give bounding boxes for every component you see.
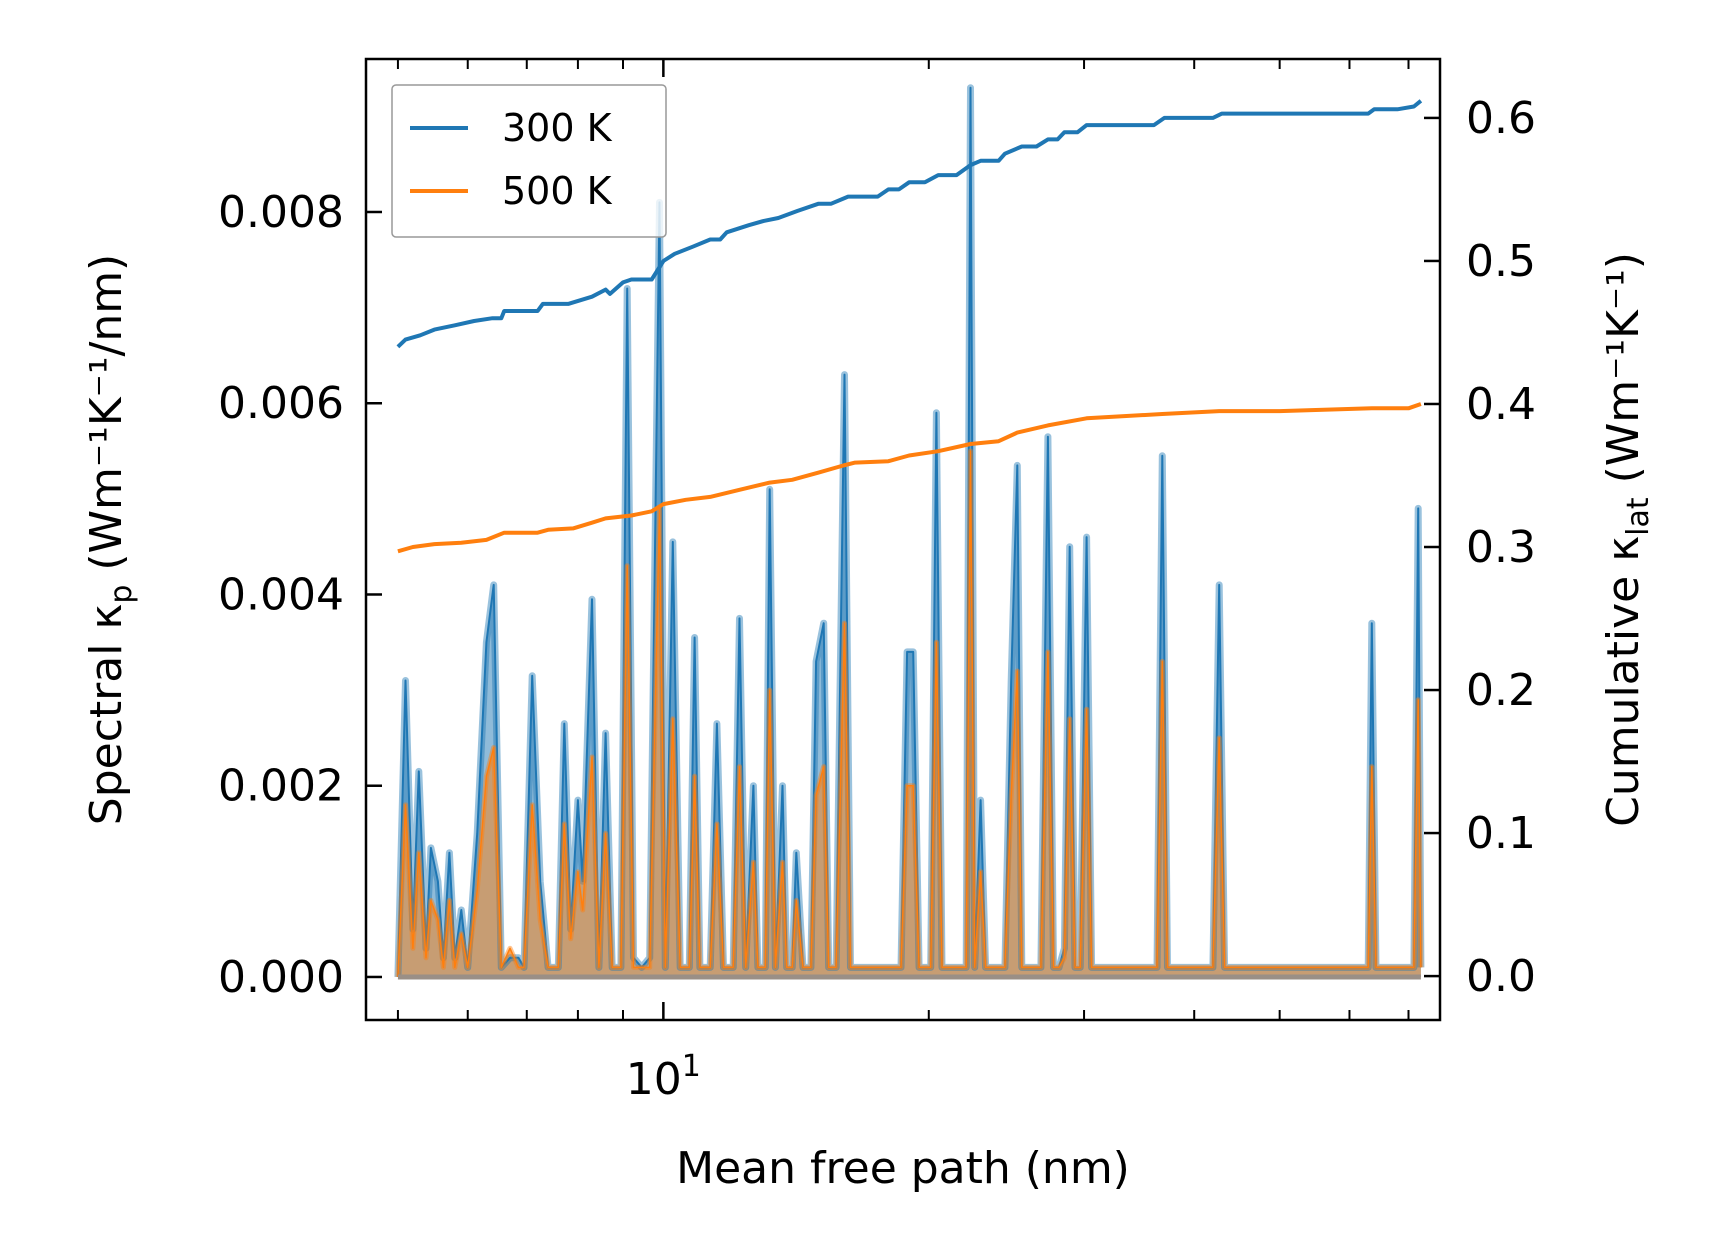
plot-area [394,84,1425,980]
x-tick-label-base: 10 [626,1054,682,1105]
x-axis-title: Mean free path (nm) [676,1143,1130,1194]
left-y-axis-title: Spectral κp (Wm⁻¹K⁻¹/nm) [81,254,139,825]
left-y-tick-label: 0.006 [218,378,344,429]
right-y-tick-label: 0.3 [1466,522,1536,573]
right-y-tick-label: 0.5 [1466,236,1536,287]
legend-box [391,84,667,238]
spectral-line-500k [397,450,1422,978]
x-tick-label: 101 [626,1049,701,1105]
left-y-tick-label: 0.008 [218,187,344,238]
left-y-title-suffix: (Wm⁻¹K⁻¹/nm) [81,254,132,585]
cumulative-line-group [396,99,1423,554]
cumulative-line-500k [397,402,1422,554]
legend-label-500k: 500 K [502,169,613,213]
spectral-line-group [394,84,1425,980]
legend: 300 K 500 K [391,84,667,238]
right-y-tick-label: 0.2 [1466,665,1536,716]
right-y-tick-label: 0.6 [1466,93,1536,144]
right-y-title-prefix: Cumulative κ [1598,536,1649,827]
right-y-axis-title: Cumulative κlat (Wm⁻¹K⁻¹) [1598,252,1656,827]
cumulative-line-300k [396,99,1423,349]
right-y-tick-label: 0.1 [1466,808,1536,859]
right-y-tick-label: 0.0 [1466,951,1536,1002]
plot-frame [364,57,1442,1022]
right-y-tick-label: 0.4 [1466,379,1536,430]
legend-label-300k: 300 K [502,106,613,150]
x-tick-label-exponent: 1 [682,1049,701,1084]
right-y-title-suffix: (Wm⁻¹K⁻¹) [1598,252,1649,497]
left-y-title-prefix: Spectral κ [81,604,132,826]
left-y-tick-label: 0.002 [218,761,344,812]
left-y-title-subscript: p [104,585,139,604]
tick-group [366,59,1440,1020]
left-y-tick-label: 0.000 [218,952,344,1003]
right-y-title-subscript: lat [1621,497,1656,536]
tick-label-group: 0.000 0.002 0.004 0.006 0.008 0.0 0.1 0.2 0.3 0.4… [218,93,1536,1003]
left-y-tick-label: 0.004 [218,569,344,620]
